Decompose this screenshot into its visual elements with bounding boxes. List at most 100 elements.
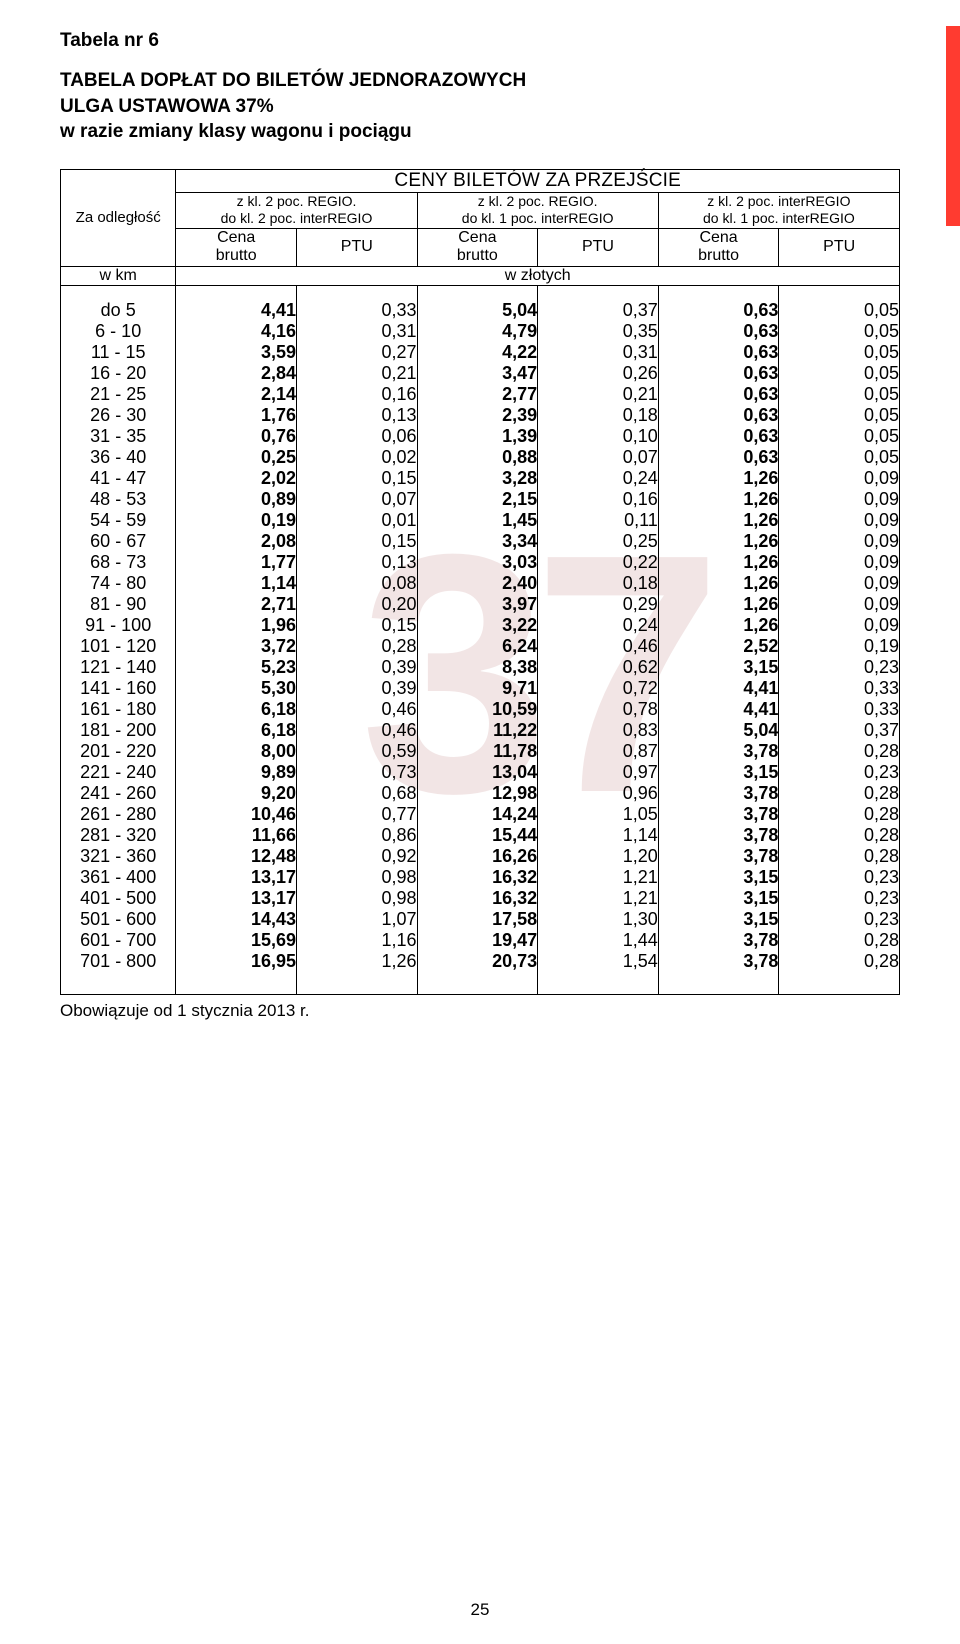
table-cell: 0,20 <box>296 594 417 615</box>
table-cell: 0,33 <box>779 678 900 699</box>
table-cell: 11,78 <box>417 741 538 762</box>
cena-l2-2: brutto <box>418 247 538 265</box>
table-cell: 0,16 <box>296 384 417 405</box>
table-cell: 8,00 <box>176 741 297 762</box>
table-row: 361 - 40013,170,9816,321,213,150,23 <box>61 867 900 888</box>
table-cell: 0,31 <box>296 321 417 342</box>
table-cell: 0,05 <box>779 426 900 447</box>
table-cell: 1,26 <box>296 951 417 995</box>
table-cell: 54 - 59 <box>61 510 176 531</box>
table-row: 16 - 202,840,213,470,260,630,05 <box>61 363 900 384</box>
sub-ptu-3: PTU <box>779 228 900 266</box>
route-1-l2: do kl. 2 poc. interREGIO <box>176 210 416 228</box>
table-cell: 0,28 <box>779 930 900 951</box>
table-cell: 0,02 <box>296 447 417 468</box>
sub-cena-1: Cena brutto <box>176 228 297 266</box>
table-row: 221 - 2409,890,7313,040,973,150,23 <box>61 762 900 783</box>
route-2: z kl. 2 poc. REGIO. do kl. 1 poc. interR… <box>417 192 658 228</box>
table-cell: 0,23 <box>779 888 900 909</box>
table-cell: 4,22 <box>417 342 538 363</box>
table-cell: 0,09 <box>779 531 900 552</box>
table-cell: 0,13 <box>296 552 417 573</box>
fare-table-body: do 54,410,335,040,370,630,056 - 104,160,… <box>61 285 900 994</box>
table-cell: 3,78 <box>658 741 779 762</box>
table-cell: 3,15 <box>658 909 779 930</box>
table-cell: 0,11 <box>538 510 659 531</box>
table-cell: 1,21 <box>538 888 659 909</box>
table-cell: 3,15 <box>658 762 779 783</box>
route-2-l2: do kl. 1 poc. interREGIO <box>418 210 658 228</box>
table-cell: 0,37 <box>779 720 900 741</box>
table-cell: 0,86 <box>296 825 417 846</box>
table-cell: 0,21 <box>296 363 417 384</box>
table-cell: 1,45 <box>417 510 538 531</box>
header-wkm: w km <box>61 266 176 285</box>
table-cell: 0,31 <box>538 342 659 363</box>
table-row: 31 - 350,760,061,390,100,630,05 <box>61 426 900 447</box>
table-cell: 0,76 <box>176 426 297 447</box>
table-cell: 0,05 <box>779 363 900 384</box>
table-cell: 16,32 <box>417 888 538 909</box>
table-cell: 0,59 <box>296 741 417 762</box>
table-row: 11 - 153,590,274,220,310,630,05 <box>61 342 900 363</box>
table-cell: 74 - 80 <box>61 573 176 594</box>
fare-table-container: 37 Za odległość CENY BILETÓW ZA PRZEJŚCI… <box>60 169 900 995</box>
table-row: 68 - 731,770,133,030,221,260,09 <box>61 552 900 573</box>
table-cell: 60 - 67 <box>61 531 176 552</box>
table-cell: 0,28 <box>779 804 900 825</box>
table-cell: 0,21 <box>538 384 659 405</box>
table-row: do 54,410,335,040,370,630,05 <box>61 285 900 321</box>
table-cell: 48 - 53 <box>61 489 176 510</box>
table-cell: 9,71 <box>417 678 538 699</box>
table-cell: 4,41 <box>658 678 779 699</box>
table-row: 401 - 50013,170,9816,321,213,150,23 <box>61 888 900 909</box>
table-cell: 0,63 <box>658 285 779 321</box>
table-cell: 1,26 <box>658 615 779 636</box>
table-cell: 0,01 <box>296 510 417 531</box>
table-row: 54 - 590,190,011,450,111,260,09 <box>61 510 900 531</box>
table-cell: 4,16 <box>176 321 297 342</box>
table-cell: 0,77 <box>296 804 417 825</box>
table-cell: 0,09 <box>779 468 900 489</box>
table-row: 241 - 2609,200,6812,980,963,780,28 <box>61 783 900 804</box>
table-row: 6 - 104,160,314,790,350,630,05 <box>61 321 900 342</box>
table-cell: 601 - 700 <box>61 930 176 951</box>
table-cell: 0,05 <box>779 405 900 426</box>
table-cell: 3,03 <box>417 552 538 573</box>
table-cell: 0,63 <box>658 321 779 342</box>
cena-l2-3: brutto <box>659 247 779 265</box>
table-row: 181 - 2006,180,4611,220,835,040,37 <box>61 720 900 741</box>
sub-ptu-2: PTU <box>538 228 659 266</box>
table-cell: 2,52 <box>658 636 779 657</box>
table-cell: 0,08 <box>296 573 417 594</box>
table-cell: 0,37 <box>538 285 659 321</box>
table-cell: 181 - 200 <box>61 720 176 741</box>
table-cell: 3,28 <box>417 468 538 489</box>
table-cell: 0,98 <box>296 888 417 909</box>
route-2-l1: z kl. 2 poc. REGIO. <box>418 193 658 211</box>
table-cell: 0,88 <box>417 447 538 468</box>
table-cell: 141 - 160 <box>61 678 176 699</box>
table-cell: 0,98 <box>296 867 417 888</box>
table-cell: 6,24 <box>417 636 538 657</box>
table-cell: 0,18 <box>538 405 659 426</box>
table-cell: 12,98 <box>417 783 538 804</box>
table-row: 141 - 1605,300,399,710,724,410,33 <box>61 678 900 699</box>
title-line-2: ULGA USTAWOWA 37% <box>60 94 900 120</box>
cena-l2-1: brutto <box>176 247 296 265</box>
table-cell: 0,10 <box>538 426 659 447</box>
table-cell: 0,63 <box>658 447 779 468</box>
table-cell: 21 - 25 <box>61 384 176 405</box>
table-cell: 1,26 <box>658 594 779 615</box>
table-cell: 0,27 <box>296 342 417 363</box>
table-cell: 1,26 <box>658 489 779 510</box>
table-cell: 91 - 100 <box>61 615 176 636</box>
table-cell: 0,07 <box>538 447 659 468</box>
table-cell: 121 - 140 <box>61 657 176 678</box>
table-row: 281 - 32011,660,8615,441,143,780,28 <box>61 825 900 846</box>
table-cell: 5,23 <box>176 657 297 678</box>
table-cell: 2,71 <box>176 594 297 615</box>
table-cell: 0,96 <box>538 783 659 804</box>
table-cell: 1,26 <box>658 510 779 531</box>
table-row: 41 - 472,020,153,280,241,260,09 <box>61 468 900 489</box>
